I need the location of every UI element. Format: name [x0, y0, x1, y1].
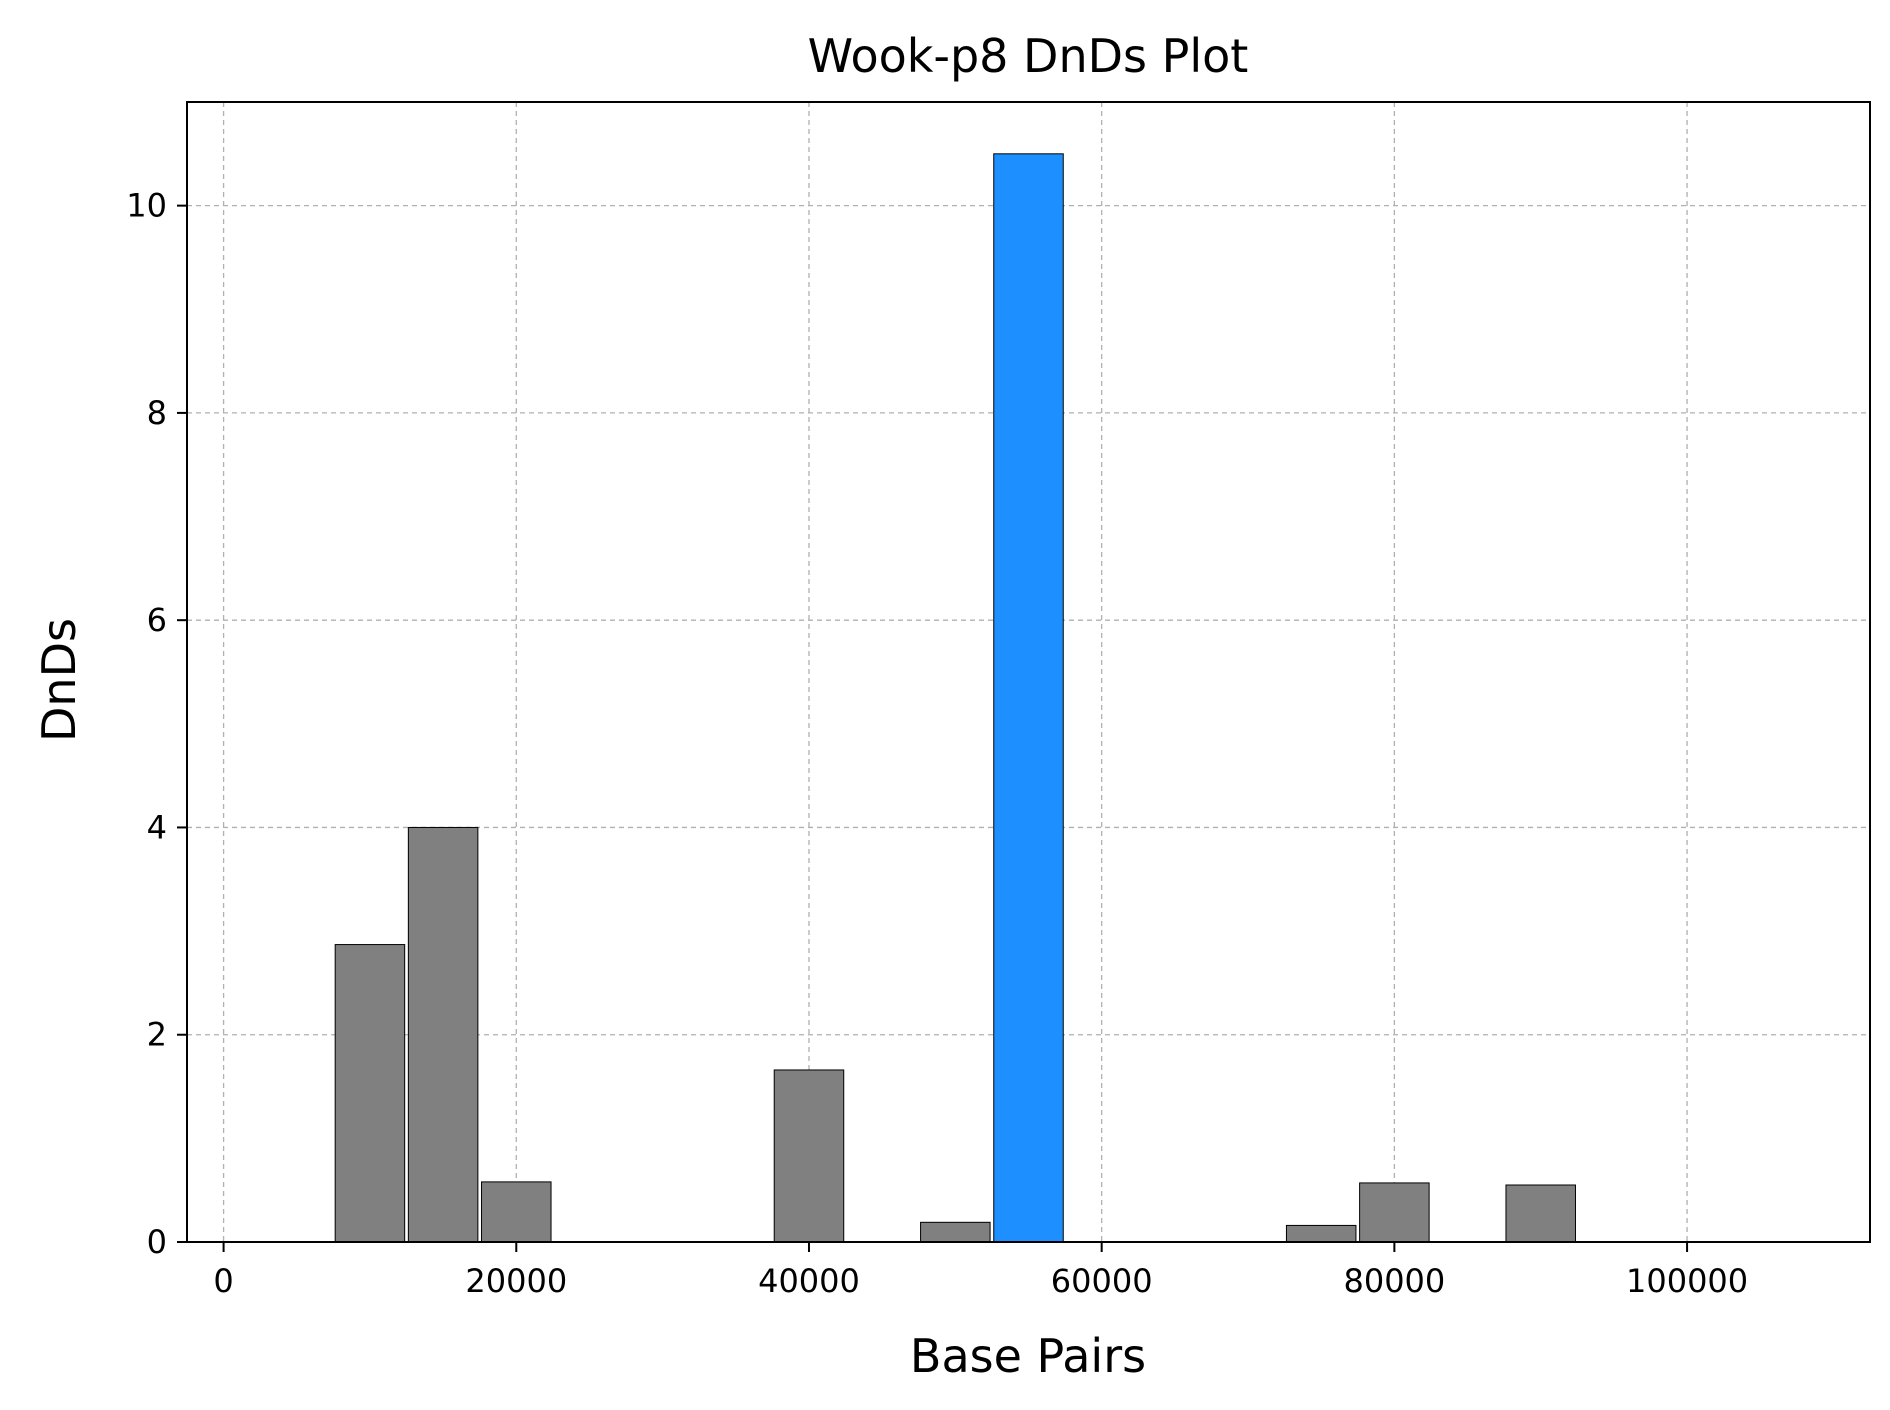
y-tick-label: 0: [147, 1223, 167, 1261]
y-tick-label: 6: [147, 601, 167, 639]
bar: [920, 1221, 991, 1243]
y-tick-label: 4: [147, 808, 167, 846]
x-axis-label: Base Pairs: [910, 1329, 1146, 1383]
x-tick-label: 0: [213, 1262, 233, 1300]
bar: [1359, 1182, 1430, 1243]
x-tick-label: 80000: [1343, 1262, 1445, 1300]
bar: [1505, 1184, 1576, 1243]
bar: [334, 944, 406, 1243]
bar: [407, 826, 479, 1243]
x-tick-label: 60000: [1051, 1262, 1153, 1300]
bars: [334, 153, 1576, 1243]
y-tick-label: 8: [147, 394, 167, 432]
x-tick-label: 20000: [465, 1262, 567, 1300]
bar: [993, 153, 1064, 1243]
chart-title: Wook-p8 DnDs Plot: [808, 29, 1249, 83]
y-tick-label: 2: [147, 1016, 167, 1054]
plot-frame: [186, 101, 1871, 1243]
y-axis-label: DnDs: [32, 618, 86, 742]
y-axis-ticks: 0 2 4 6 8 10: [126, 187, 187, 1261]
bar: [1285, 1224, 1357, 1243]
bar: [773, 1069, 845, 1243]
y-tick-label: 10: [126, 187, 167, 225]
x-tick-label: 40000: [758, 1262, 860, 1300]
bar: [481, 1181, 552, 1243]
x-tick-label: 100000: [1626, 1262, 1748, 1300]
x-axis-ticks: 0 20000 40000 60000 80000 100000: [213, 1242, 1748, 1300]
